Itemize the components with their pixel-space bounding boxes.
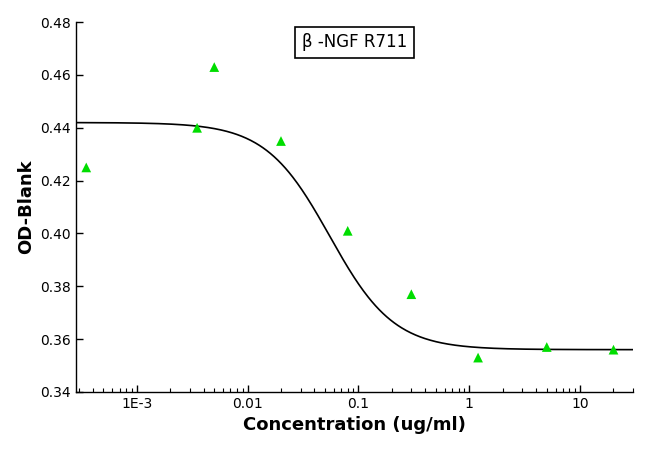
Point bbox=[343, 227, 353, 235]
Point bbox=[406, 290, 417, 298]
Y-axis label: OD-Blank: OD-Blank bbox=[17, 160, 34, 254]
Point bbox=[81, 164, 92, 171]
Point bbox=[608, 346, 619, 353]
Point bbox=[276, 138, 286, 145]
Text: β -NGF R711: β -NGF R711 bbox=[302, 33, 407, 51]
Point bbox=[541, 343, 552, 350]
Point bbox=[192, 124, 202, 131]
Point bbox=[473, 354, 483, 361]
Point bbox=[209, 64, 220, 71]
X-axis label: Concentration (ug/ml): Concentration (ug/ml) bbox=[243, 416, 466, 434]
